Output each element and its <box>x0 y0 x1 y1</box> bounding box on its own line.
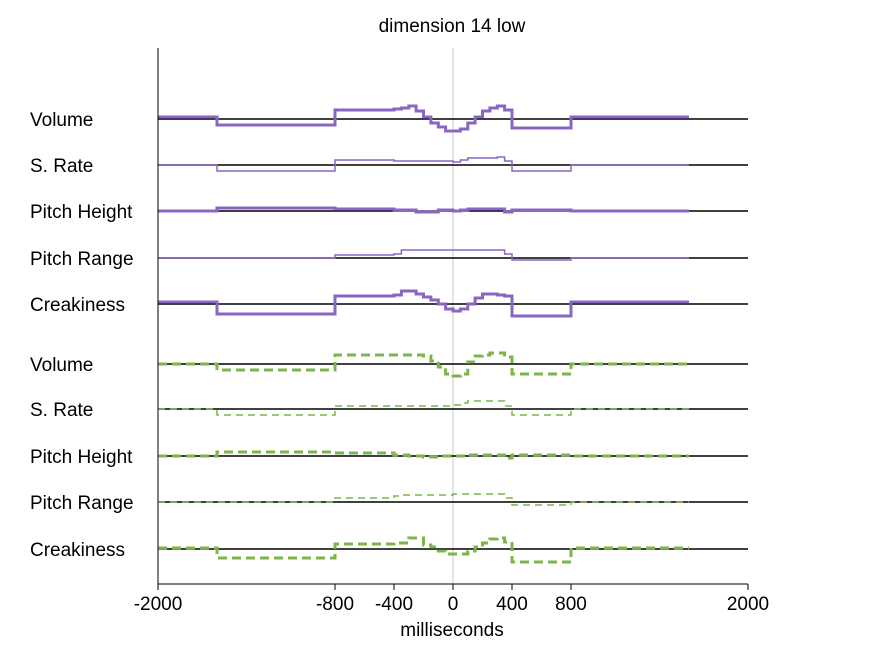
series-top-creakiness <box>158 289 689 318</box>
x-tick-label: -800 <box>316 594 354 615</box>
series-bottom-s-rate <box>158 400 689 416</box>
row-label-bottom-pitch-range: Pitch Range <box>30 493 134 514</box>
row-label-bottom-volume: Volume <box>30 355 93 376</box>
series-bottom-pitch-height <box>158 450 689 460</box>
x-tick-label: 800 <box>555 594 587 615</box>
row-label-bottom-s-rate: S. Rate <box>30 400 93 421</box>
row-label-bottom-creakiness: Creakiness <box>30 540 125 561</box>
row-label-top-volume: Volume <box>30 110 93 131</box>
row-labels: Volume S. Rate Pitch Height Pitch Range Crea… <box>30 110 134 561</box>
series-layer <box>158 104 748 564</box>
x-axis-label: milliseconds <box>400 620 503 641</box>
series-top-volume <box>158 104 689 133</box>
row-label-top-pitch-range: Pitch Range <box>30 249 134 270</box>
row-label-top-pitch-height: Pitch Height <box>30 202 133 223</box>
x-tick-label: -400 <box>375 594 413 615</box>
x-tick-label: 0 <box>448 594 459 615</box>
series-bottom-volume <box>158 351 689 378</box>
series-top-pitch-height <box>158 206 689 214</box>
x-tick-label: 400 <box>496 594 528 615</box>
series-top-s-rate <box>158 156 689 172</box>
row-label-top-s-rate: S. Rate <box>30 156 93 177</box>
x-tick-label: -2000 <box>134 594 183 615</box>
row-label-bottom-pitch-height: Pitch Height <box>30 447 133 468</box>
row-label-top-creakiness: Creakiness <box>30 295 125 316</box>
x-tick-label: 2000 <box>727 594 769 615</box>
series-bottom-creakiness <box>158 536 689 564</box>
chart-title: dimension 14 low <box>379 16 526 37</box>
x-ticks: -2000 -800 -400 0 400 800 2000 <box>134 584 769 615</box>
series-bottom-pitch-range <box>158 493 689 506</box>
series-top-pitch-range <box>158 249 689 261</box>
